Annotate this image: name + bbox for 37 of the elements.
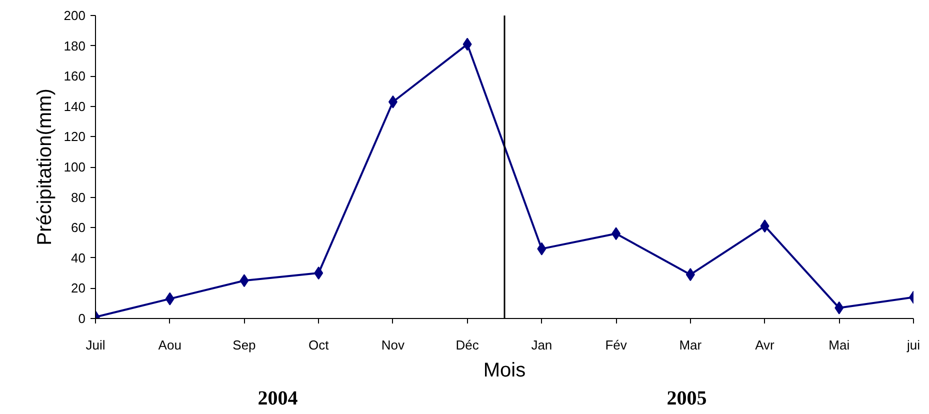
x-tick-label: jui bbox=[906, 338, 920, 352]
x-tick-label: Sep bbox=[232, 338, 256, 352]
y-tick-label: 180 bbox=[64, 38, 86, 54]
point bbox=[760, 220, 770, 233]
point bbox=[462, 38, 472, 51]
x-tick-label: Mai bbox=[828, 338, 850, 352]
y-axis-title: Précipitation(mm) bbox=[34, 88, 56, 246]
point bbox=[834, 301, 844, 314]
x-tick-label: Mar bbox=[679, 338, 702, 352]
x-tick-label: Déc bbox=[456, 338, 480, 352]
x-tick-label: Aou bbox=[158, 338, 182, 352]
text: 2004 bbox=[258, 388, 298, 410]
x-tick-label: Nov bbox=[381, 338, 406, 352]
x-tick-label: Jan bbox=[531, 338, 552, 352]
y-tick-label: 40 bbox=[71, 250, 86, 266]
y-tick-label: 120 bbox=[64, 129, 86, 144]
y-tick-label: 160 bbox=[64, 68, 86, 84]
x-tick-label: Avr bbox=[755, 338, 776, 352]
x-axis-title: Mois bbox=[483, 360, 526, 382]
y-tick-label: 0 bbox=[78, 311, 86, 326]
x-tick-label: Fév bbox=[605, 338, 628, 352]
point bbox=[165, 292, 174, 306]
point bbox=[612, 227, 621, 240]
y-tick-label: 140 bbox=[64, 98, 86, 114]
point bbox=[240, 274, 249, 288]
point bbox=[686, 268, 695, 282]
y-tick-label: 80 bbox=[71, 190, 86, 205]
point bbox=[314, 266, 324, 280]
x-tick-label: Juil bbox=[86, 338, 106, 352]
point bbox=[388, 95, 398, 108]
text: 2005 bbox=[666, 388, 707, 410]
point bbox=[537, 242, 546, 256]
y-tick-label: 60 bbox=[71, 220, 86, 236]
y-tick-label: 200 bbox=[64, 8, 86, 23]
y-tick-label: 100 bbox=[64, 160, 86, 174]
y-tick-label: 20 bbox=[71, 280, 86, 296]
x-tick-label: Oct bbox=[308, 338, 330, 352]
